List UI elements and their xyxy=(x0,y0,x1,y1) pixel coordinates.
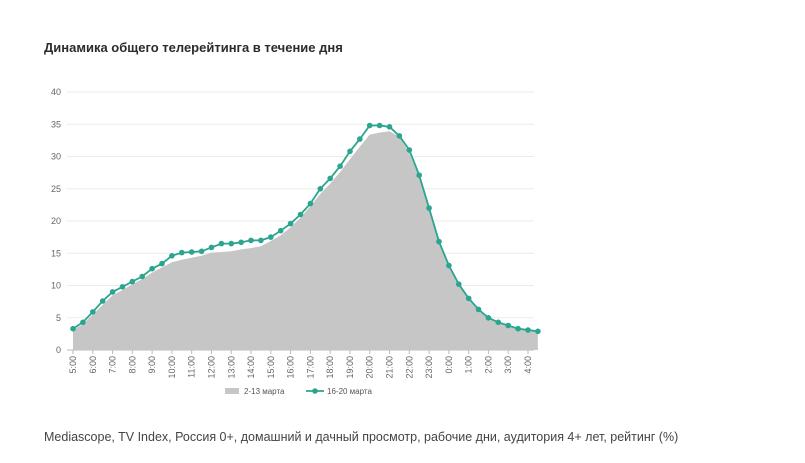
data-point xyxy=(129,278,136,285)
legend-label: 2-13 марта xyxy=(244,387,285,396)
x-tick-label: 2:00 xyxy=(483,356,493,374)
x-tick-label: 10:00 xyxy=(167,356,177,379)
data-point xyxy=(416,172,423,178)
area-series xyxy=(73,131,538,350)
x-tick-label: 19:00 xyxy=(345,356,355,379)
x-tick-label: 9:00 xyxy=(147,356,157,374)
data-point xyxy=(159,260,165,267)
data-point xyxy=(307,200,314,207)
data-point xyxy=(277,227,284,234)
y-tick-label: 15 xyxy=(51,248,61,258)
chart-title: Динамика общего телерейтинга в течение д… xyxy=(44,40,343,55)
x-tick-label: 20:00 xyxy=(365,356,375,379)
y-tick-label: 20 xyxy=(51,216,61,226)
data-point xyxy=(109,289,116,295)
data-point xyxy=(99,298,106,304)
data-point xyxy=(465,295,472,302)
data-point xyxy=(297,211,304,218)
x-tick-label: 11:00 xyxy=(187,356,197,378)
x-tick-label: 3:00 xyxy=(503,356,513,374)
data-point xyxy=(396,133,403,139)
x-tick-label: 16:00 xyxy=(286,356,296,379)
data-point xyxy=(337,163,343,169)
data-point xyxy=(495,319,502,326)
data-point xyxy=(149,265,155,272)
data-point xyxy=(218,240,225,247)
data-point xyxy=(70,325,76,332)
data-point xyxy=(169,253,175,259)
x-axis-ticks: 5:00 6:00 7:00 8:00 9:00 10:00 11:00 12:00 13:00… xyxy=(68,350,533,379)
x-tick-label: 6:00 xyxy=(88,356,98,374)
data-point xyxy=(347,148,353,155)
data-point xyxy=(406,147,413,153)
data-point xyxy=(376,122,383,129)
data-point xyxy=(228,240,235,247)
source-note: Mediascope, TV Index, Россия 0+, домашни… xyxy=(44,430,679,444)
y-tick-label: 25 xyxy=(51,184,61,194)
x-tick-label: 1:00 xyxy=(464,356,474,374)
data-point xyxy=(139,273,145,280)
data-point xyxy=(119,284,126,290)
data-point xyxy=(80,319,86,326)
x-tick-label: 8:00 xyxy=(127,356,137,374)
data-point xyxy=(505,322,512,329)
y-tick-label: 5 xyxy=(56,313,61,323)
data-point xyxy=(198,248,205,255)
data-point xyxy=(248,237,254,244)
data-point xyxy=(386,124,393,130)
y-tick-label: 0 xyxy=(56,345,61,355)
legend: 2-13 марта 16-20 марта xyxy=(225,387,372,396)
y-tick-label: 10 xyxy=(51,281,61,291)
data-point xyxy=(456,281,462,288)
data-point xyxy=(208,244,215,251)
data-point xyxy=(426,205,432,211)
x-tick-label: 12:00 xyxy=(206,356,216,379)
x-tick-label: 14:00 xyxy=(246,356,256,379)
x-tick-label: 7:00 xyxy=(108,356,118,374)
x-tick-label: 0:00 xyxy=(444,356,454,374)
data-point xyxy=(287,220,294,227)
data-point xyxy=(258,237,264,244)
data-point xyxy=(436,238,442,245)
x-tick-label: 17:00 xyxy=(305,356,315,379)
area-series-fill xyxy=(73,131,538,350)
data-point xyxy=(238,239,244,246)
data-point xyxy=(268,234,274,240)
data-point xyxy=(357,136,363,142)
data-point xyxy=(327,175,334,182)
data-point xyxy=(485,315,492,321)
data-point xyxy=(515,325,521,332)
x-tick-label: 4:00 xyxy=(523,356,533,374)
y-axis-ticks: 0 5 10 15 20 25 30 35 40 xyxy=(51,87,61,355)
x-tick-label: 21:00 xyxy=(385,356,395,379)
legend-swatch-marker xyxy=(312,388,318,394)
x-tick-label: 13:00 xyxy=(226,356,236,379)
y-tick-label: 30 xyxy=(51,152,61,162)
data-point xyxy=(317,186,324,192)
legend-swatch-area xyxy=(225,388,239,394)
x-tick-label: 15:00 xyxy=(266,356,276,379)
y-tick-label: 35 xyxy=(51,119,61,129)
data-point xyxy=(90,309,96,315)
x-tick-label: 18:00 xyxy=(325,356,335,379)
legend-label: 16-20 марта xyxy=(327,387,372,396)
data-point xyxy=(366,122,373,129)
data-point xyxy=(446,262,452,269)
y-tick-label: 40 xyxy=(51,87,61,97)
data-point xyxy=(188,249,195,255)
data-point xyxy=(525,327,531,333)
x-tick-label: 23:00 xyxy=(424,356,434,379)
x-tick-label: 5:00 xyxy=(68,356,78,374)
data-point xyxy=(535,328,541,335)
line-series xyxy=(70,122,541,335)
data-point xyxy=(475,306,482,313)
data-point xyxy=(179,249,185,256)
x-tick-label: 22:00 xyxy=(404,356,414,379)
